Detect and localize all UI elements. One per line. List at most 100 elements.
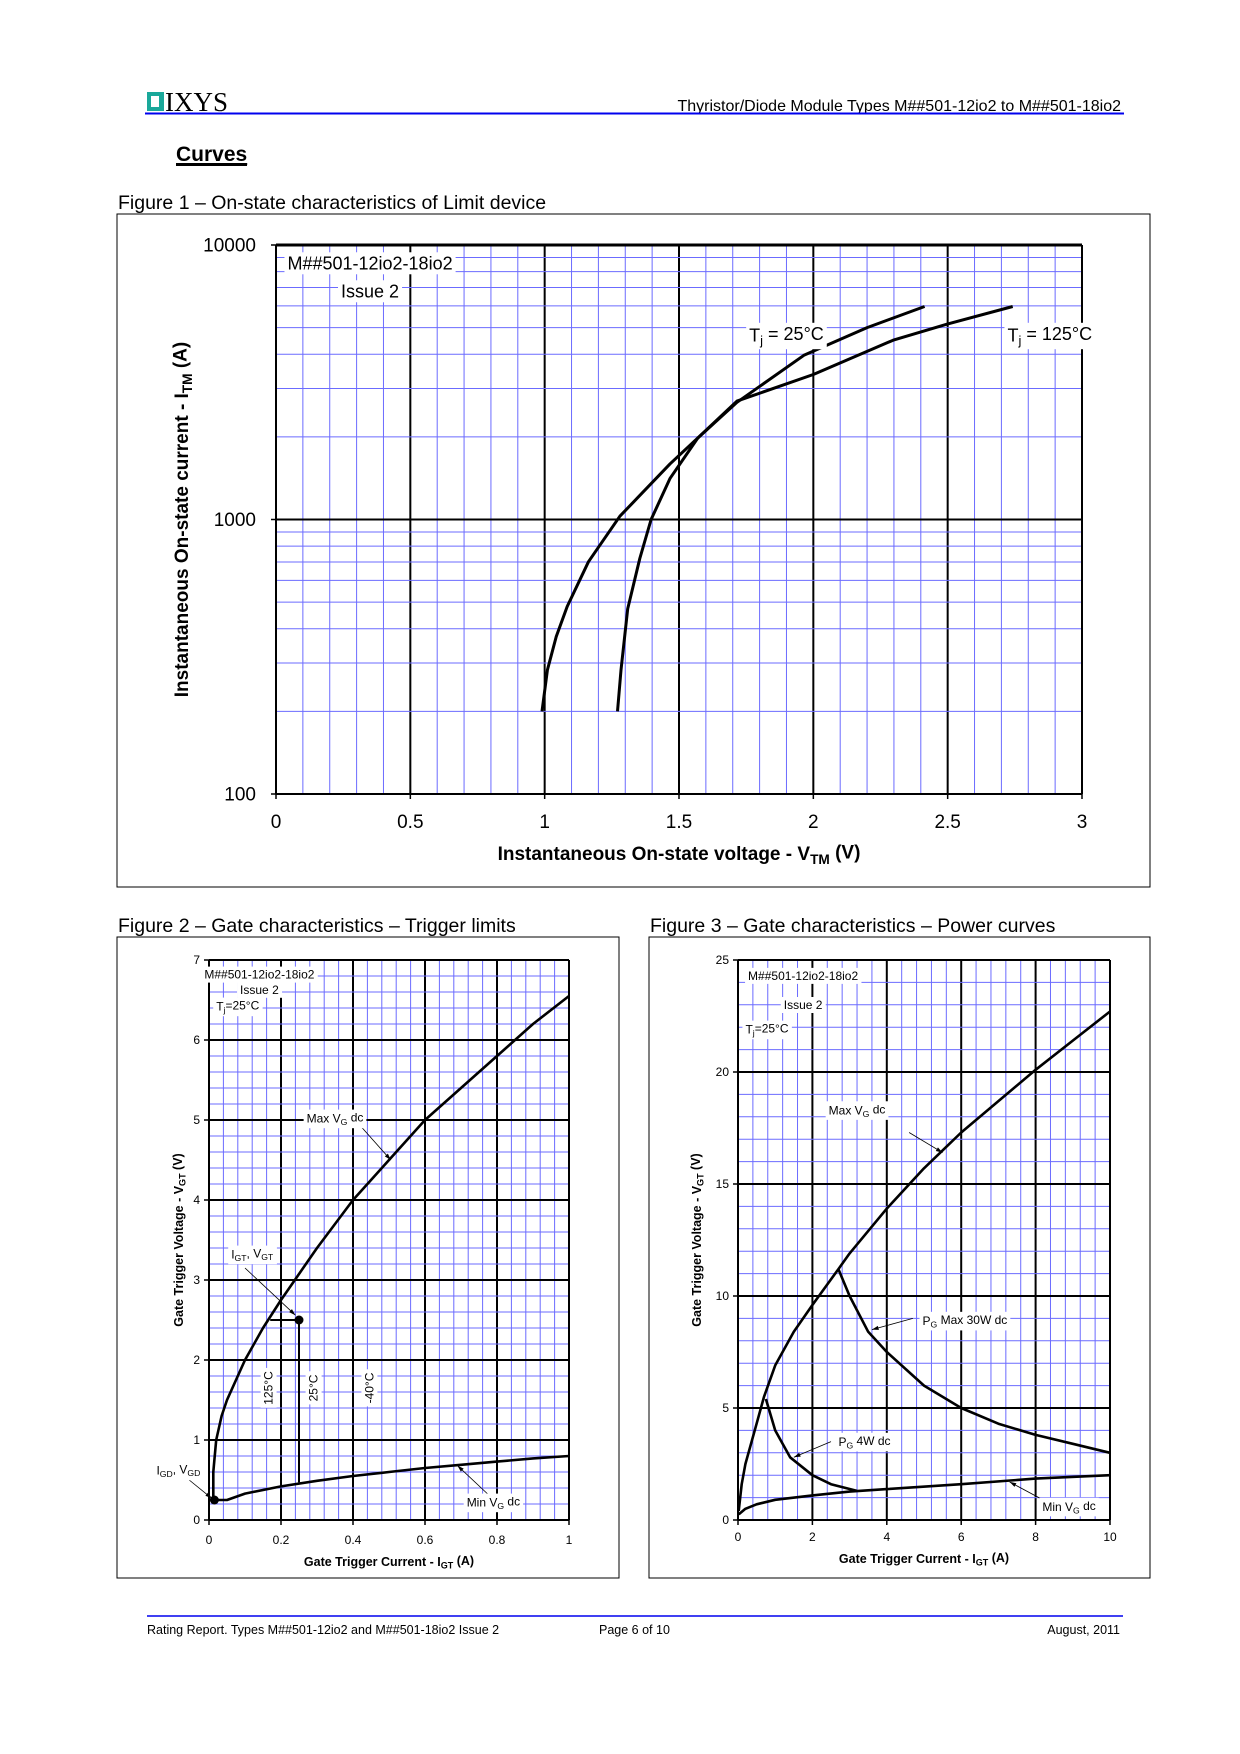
y-tick-label: 20 xyxy=(716,1065,730,1079)
subscript: G xyxy=(341,1117,348,1127)
label-background xyxy=(237,981,283,998)
text-part: Issue 2 xyxy=(240,983,279,997)
text-part: 25°C xyxy=(307,1374,321,1401)
footer-page-number: Page 6 of 10 xyxy=(599,1623,670,1637)
x-tick-label: 2.5 xyxy=(934,812,960,833)
label-background xyxy=(338,280,403,303)
x-tick-label: 10 xyxy=(1103,1530,1117,1544)
label-background xyxy=(1039,1497,1099,1517)
series-line-pg-4w-dc xyxy=(764,1398,858,1493)
annotation-label: Max VG dc xyxy=(307,1111,364,1128)
text-part: M##501-12io2-18io2 xyxy=(204,968,314,982)
text-part: dc xyxy=(1080,1499,1096,1513)
arrowhead-icon xyxy=(384,1153,391,1160)
figure-title: Figure 1 – On-state characteristics of L… xyxy=(118,192,546,214)
text-part: Gate Trigger Current - I xyxy=(304,1555,441,1569)
text-part: -40°C xyxy=(362,1372,376,1403)
text-part: (A) xyxy=(453,1554,474,1568)
annotation-label: Issue 2 xyxy=(784,998,823,1012)
figure-frame xyxy=(648,936,1151,1579)
text-part: Max V xyxy=(829,1103,863,1117)
text-part: M##501-12io2-18io2 xyxy=(748,969,858,983)
subscript: j xyxy=(223,1005,226,1015)
subscript: GT xyxy=(696,1173,706,1186)
subscript: TM xyxy=(810,852,830,867)
x-tick-label: 1 xyxy=(539,812,550,833)
subscript: G xyxy=(497,1501,504,1511)
text-part: I xyxy=(156,1464,159,1478)
x-axis-label: Gate Trigger Current - IGT (A) xyxy=(839,1551,1009,1568)
text-part: (V) xyxy=(830,842,861,863)
text-part: T xyxy=(1007,325,1018,345)
text-part: = 25°C xyxy=(763,324,824,344)
y-axis-label: Gate Trigger Voltage - VGT (V) xyxy=(689,1153,706,1326)
x-tick-label: 4 xyxy=(883,1530,890,1544)
annotation-leader-line xyxy=(244,1267,296,1316)
y-tick-label: 10000 xyxy=(203,236,256,257)
label-background xyxy=(463,1493,524,1513)
subscript: GD xyxy=(187,1468,200,1478)
subscript: GD xyxy=(160,1469,173,1479)
arrowhead-icon xyxy=(935,1147,943,1153)
annotation-label: Min VG dc xyxy=(467,1495,520,1512)
figure-1: Figure 1 – On-state characteristics of L… xyxy=(116,192,1151,888)
label-background xyxy=(201,966,318,983)
annotation-group: -40°C xyxy=(361,1369,378,1407)
annotation-label: 125°C xyxy=(262,1371,276,1405)
text-part: = 125°C xyxy=(1021,324,1092,344)
label-background xyxy=(305,1371,322,1405)
figure-title: Figure 3 – Gate characteristics – Power … xyxy=(650,915,1056,937)
text-part: (V) xyxy=(689,1153,703,1173)
annotation-leader-line xyxy=(359,1125,392,1161)
text-part: Max V xyxy=(307,1112,341,1126)
arrowhead-icon xyxy=(1009,1481,1017,1487)
ixys-logo: IXYS xyxy=(147,87,228,117)
text-part: Gate Trigger Voltage - V xyxy=(690,1185,704,1326)
data-point-igt-vgt xyxy=(294,1315,304,1325)
label-background xyxy=(825,1101,889,1120)
y-tick-label: 10 xyxy=(716,1289,730,1303)
text-part: Gate Trigger Voltage - V xyxy=(172,1185,186,1326)
text-part: Issue 2 xyxy=(784,998,823,1012)
annotation-leader-line xyxy=(871,1318,913,1330)
arrowhead-icon xyxy=(793,1452,801,1458)
text-part: dc xyxy=(347,1111,363,1125)
x-tick-label: 0.2 xyxy=(273,1533,290,1547)
y-tick-label: 0 xyxy=(193,1513,200,1527)
annotation-leader-line xyxy=(793,1441,832,1458)
grid xyxy=(276,245,1082,794)
text-part: P xyxy=(838,1435,846,1449)
series-line-min-vg-dc xyxy=(213,1454,570,1502)
annotation-label: -40°C xyxy=(362,1372,376,1403)
arrowhead-icon xyxy=(457,1465,464,1472)
logo-text: IXYS xyxy=(165,87,228,117)
label-background xyxy=(213,997,263,1017)
label-background xyxy=(1004,322,1096,350)
x-tick-label: 1 xyxy=(566,1533,573,1547)
figure-3: Figure 3 – Gate characteristics – Power … xyxy=(648,915,1151,1579)
annotation-group: 25°C xyxy=(305,1371,322,1405)
y-axis-label-group: Gate Trigger Voltage - VGT (V) xyxy=(171,1153,188,1326)
subscript: GT xyxy=(976,1558,989,1568)
text-part: Instantaneous On-state voltage - V xyxy=(498,844,811,865)
series-line-max-vg-dc xyxy=(212,994,570,1500)
x-tick-label: 0 xyxy=(206,1533,213,1547)
arrowhead-icon xyxy=(289,1309,296,1316)
x-tick-label: 0 xyxy=(735,1530,742,1544)
y-axis-label-group: Gate Trigger Voltage - VGT (V) xyxy=(689,1153,706,1326)
label-background xyxy=(361,1369,378,1407)
text-part: M##501-12io2-18io2 xyxy=(287,253,452,273)
x-tick-label: 0.4 xyxy=(345,1533,362,1547)
series-line-tj-125-c xyxy=(616,305,1014,712)
annotation-label: PG Max 30W dc xyxy=(923,1313,1008,1330)
text-part: Max 30W dc xyxy=(937,1313,1007,1327)
figure-title: Figure 2 – Gate characteristics – Trigge… xyxy=(118,915,516,937)
label-background xyxy=(228,1245,277,1265)
label-background xyxy=(303,1109,367,1129)
text-part: Min V xyxy=(467,1496,498,1510)
text-part: (V) xyxy=(171,1153,185,1173)
annotation-group: 125°C xyxy=(260,1367,277,1408)
annotation-label: M##501-12io2-18io2 xyxy=(748,969,858,983)
annotation-label: Tj=25°C xyxy=(745,1022,788,1039)
